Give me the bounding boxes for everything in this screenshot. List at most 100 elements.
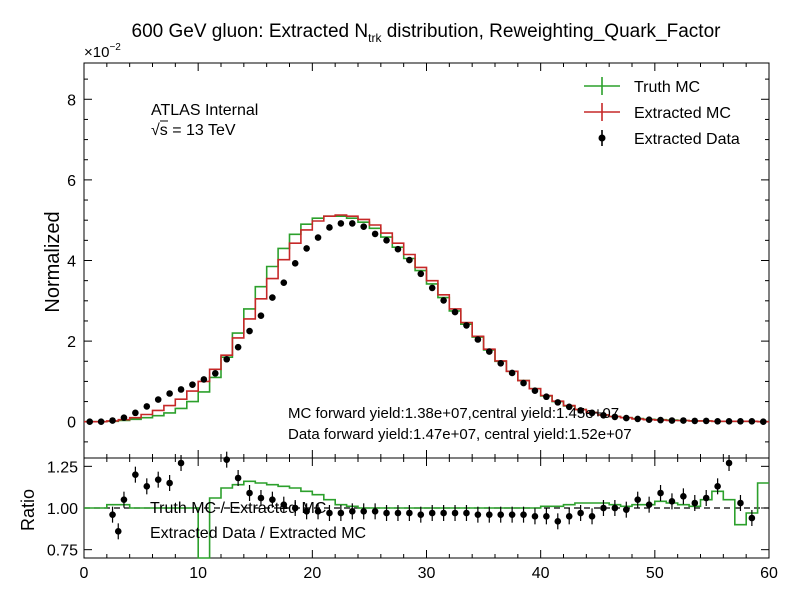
ratio-data-point — [577, 509, 584, 517]
y-axis-label: Normalized — [42, 211, 64, 312]
data-point — [531, 387, 539, 394]
ratio-xtick-label: 40 — [532, 565, 550, 582]
ratio-data-point — [371, 508, 379, 515]
ratio-data-point — [114, 528, 122, 535]
ratio-data-point — [543, 513, 550, 520]
ratio-data-point — [565, 513, 573, 520]
ratio-data-point — [531, 513, 539, 520]
data-point — [166, 390, 173, 397]
ratio-ytick-label: 1.00 — [47, 501, 78, 518]
ratio-data-point — [234, 474, 242, 482]
ratio-data-point — [417, 511, 425, 518]
ratio-data-point — [725, 459, 733, 467]
ratio-ytick-label: 1.25 — [47, 459, 78, 476]
data-yield-label: Data forward yield:1.47e+07, central yie… — [288, 426, 632, 443]
data-point — [702, 417, 710, 425]
ratio-data-point — [406, 509, 413, 517]
ratio-data-point — [360, 508, 368, 515]
chart-title-main: 600 GeV gluon: Extracted N — [132, 21, 369, 42]
main-ticks: 0 2 4 6 8 — [67, 63, 770, 458]
main-ytick-label: 2 — [67, 334, 76, 351]
data-point — [348, 220, 356, 227]
data-point — [714, 418, 721, 425]
data-point — [406, 256, 413, 264]
ratio-data-point — [554, 518, 562, 525]
chart-title-tail: distribution, Reweighting_Quark_Factor — [381, 21, 721, 42]
legend-label-extracted-mc: Extracted MC — [634, 105, 731, 122]
ratio-data-point — [269, 496, 276, 503]
ratio-data-point — [485, 511, 493, 518]
data-point — [645, 416, 653, 424]
ratio-label-truth: Truth MC / Extracted MC — [150, 500, 326, 517]
data-point — [634, 415, 642, 423]
ratio-data-point — [497, 511, 505, 518]
ratio-data-point — [520, 511, 527, 518]
data-point — [154, 396, 162, 403]
data-point — [394, 245, 402, 253]
chart-title-subscript: trk — [368, 31, 382, 45]
ratio-data-point — [120, 496, 128, 503]
data-point — [440, 297, 447, 304]
data-point — [360, 223, 368, 230]
ratio-data-point — [622, 506, 630, 513]
ratio-xtick-label: 30 — [418, 565, 436, 582]
energy-label: √s = 13 TeV — [151, 122, 236, 139]
ratio-data-point — [634, 496, 642, 503]
ratio-data-point — [348, 508, 356, 515]
ratio-data-point — [246, 489, 253, 497]
data-point — [508, 369, 516, 377]
main-ytick-label: 6 — [67, 173, 76, 190]
ratio-data-point — [303, 508, 310, 515]
data-point — [497, 359, 505, 367]
legend-entry-extracted-data: Extracted Data — [598, 130, 740, 148]
main-panel: 0 2 4 6 8 Normalized ATLAS Internal √s = 13 … — [42, 62, 770, 459]
data-point — [337, 220, 345, 227]
data-point — [200, 376, 208, 383]
ratio-data-point — [657, 489, 664, 497]
main-ytick-label: 0 — [67, 415, 76, 432]
ratio-data-point — [611, 504, 619, 512]
data-point — [326, 224, 333, 231]
data-point — [143, 403, 151, 410]
ratio-data-point — [588, 513, 596, 520]
ratio-panel: 0 10 20 30 40 50 60 0.75 1.00 1.25 Ratio Truth MC… — [18, 451, 778, 582]
ratio-data-point — [428, 509, 436, 517]
data-point — [691, 417, 699, 425]
mc-yield-label: MC forward yield:1.38e+07,central yield:… — [288, 405, 619, 422]
data-point — [588, 409, 596, 417]
data-point — [657, 416, 664, 424]
legend-label-extracted-data: Extracted Data — [634, 131, 740, 148]
ratio-ticks: 0 10 20 30 40 50 60 0.75 1.00 1.25 — [47, 458, 778, 582]
ratio-data-point — [291, 504, 299, 512]
ratio-data-point — [463, 509, 470, 517]
data-point — [611, 413, 619, 421]
ratio-ytick-label: 0.75 — [47, 543, 78, 560]
data-point — [211, 370, 219, 377]
ratio-data-point — [394, 509, 402, 517]
ratio-data-point — [280, 501, 288, 508]
data-point — [234, 343, 242, 351]
data-point — [314, 234, 322, 241]
ratio-data-point — [645, 501, 653, 508]
chart-title: 600 GeV gluon: Extracted Ntrk distributi… — [132, 21, 722, 45]
ratio-data-point — [474, 511, 482, 518]
ratio-data-point — [748, 514, 756, 522]
data-point — [189, 381, 196, 388]
data-point — [97, 418, 105, 426]
data-point — [759, 418, 767, 426]
data-point — [622, 414, 630, 422]
data-point — [223, 355, 231, 363]
ratio-data-point — [337, 509, 345, 517]
ratio-series-truth — [84, 480, 769, 559]
data-point — [463, 322, 470, 329]
ratio-axis-label: Ratio — [18, 489, 38, 531]
ratio-data-point — [132, 471, 139, 478]
ratio-data-point — [451, 509, 459, 517]
data-point — [291, 260, 299, 267]
y-multiplier: ×10−2 — [84, 42, 121, 61]
data-point — [485, 348, 493, 355]
legend-entry-truth-mc: Truth MC — [584, 77, 700, 96]
ratio-data-point — [383, 509, 390, 517]
data-point — [246, 327, 253, 335]
ratio-data-point — [166, 479, 173, 487]
